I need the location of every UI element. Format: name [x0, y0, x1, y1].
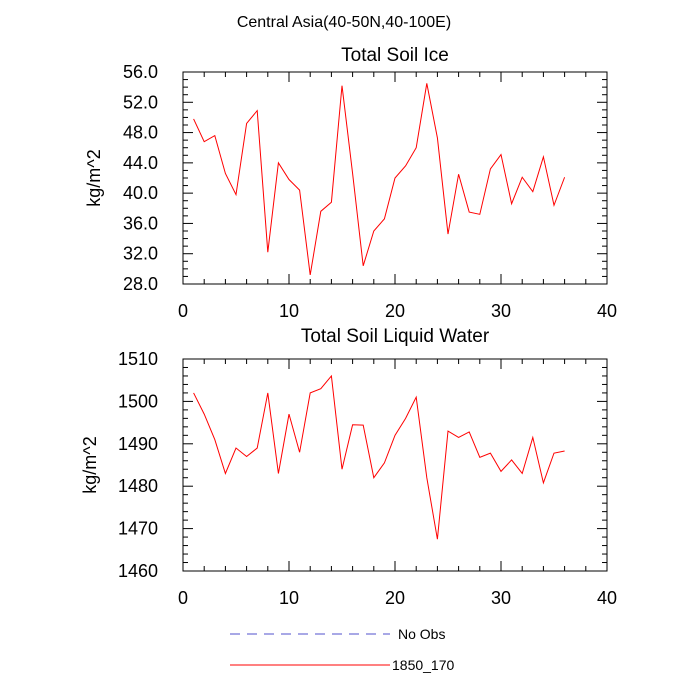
y-tick-label: 1460 — [118, 561, 158, 581]
x-tick-label: 40 — [597, 301, 617, 321]
series-line-1850-170 — [193, 83, 566, 275]
x-tick-label: 30 — [491, 301, 511, 321]
x-tick-label: 20 — [385, 301, 405, 321]
plot-frame — [182, 358, 608, 572]
x-tick-label: 0 — [178, 588, 188, 608]
y-tick-label: 52.0 — [123, 92, 158, 112]
y-axis-label: kg/m^2 — [80, 436, 100, 493]
total-soil-liquid-water-panel: Total Soil Liquid Water kg/m^2 0 10 20 30 40 14… — [80, 326, 617, 608]
legend: No Obs 1850_170 — [230, 626, 455, 673]
y-tick-label: 1510 — [118, 349, 158, 369]
y-tick-label: 56.0 — [123, 62, 158, 82]
y-tick-label: 32.0 — [123, 244, 158, 264]
y-tick-label: 40.0 — [123, 183, 158, 203]
y-tick-label: 48.0 — [123, 123, 158, 143]
x-tick-label: 30 — [491, 588, 511, 608]
y-axis-label: kg/m^2 — [84, 149, 104, 206]
panel-title: Total Soil Liquid Water — [301, 326, 490, 347]
figure-suptitle: Central Asia(40-50N,40-100E) — [237, 14, 451, 31]
legend-label-no-obs: No Obs — [398, 626, 445, 642]
panel-title: Total Soil Ice — [341, 45, 449, 66]
y-tick-label: 1480 — [118, 476, 158, 496]
y-tick-label: 44.0 — [123, 153, 158, 173]
x-tick-label: 10 — [279, 588, 299, 608]
y-tick-label: 28.0 — [123, 274, 158, 294]
series-line-1850-170 — [193, 374, 565, 540]
y-tick-label: 1500 — [118, 391, 158, 411]
y-tick-label: 1490 — [118, 434, 158, 454]
x-tick-label: 40 — [597, 588, 617, 608]
y-tick-label: 1470 — [118, 519, 158, 539]
x-tick-label: 10 — [279, 301, 299, 321]
x-tick-label: 20 — [385, 588, 405, 608]
x-tick-label: 0 — [178, 301, 188, 321]
legend-label-1850-170: 1850_170 — [392, 657, 455, 673]
total-soil-ice-panel: Total Soil Ice kg/m^2 0 10 20 30 40 28.0 32.0 36.… — [84, 45, 617, 321]
y-tick-label: 36.0 — [123, 213, 158, 233]
